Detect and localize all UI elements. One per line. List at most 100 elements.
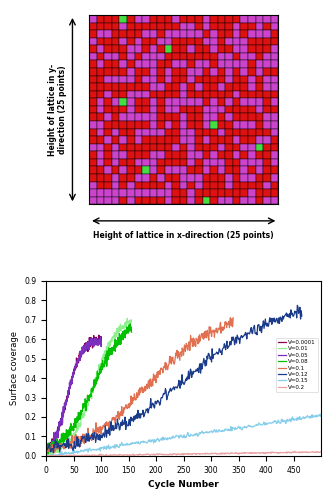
Bar	[172, 151, 180, 159]
Bar	[195, 98, 203, 106]
Bar	[157, 61, 165, 68]
Bar	[240, 68, 248, 76]
Bar	[150, 23, 157, 30]
Bar	[187, 136, 195, 144]
V=0.0001	[94, 334, 98, 340]
Bar	[119, 174, 127, 181]
Bar	[233, 174, 240, 181]
Bar	[203, 197, 210, 204]
Bar	[112, 136, 119, 144]
Bar	[97, 129, 104, 136]
Bar	[172, 83, 180, 91]
Bar	[134, 76, 142, 83]
V=0.12	[300, 313, 304, 319]
Bar	[119, 136, 127, 144]
Bar	[248, 174, 256, 181]
Bar	[89, 30, 97, 38]
Bar	[172, 61, 180, 68]
Bar	[187, 68, 195, 76]
Bar	[225, 76, 233, 83]
Bar	[263, 129, 271, 136]
Bar	[104, 76, 112, 83]
Bar	[134, 68, 142, 76]
Bar	[233, 83, 240, 91]
Bar	[112, 166, 119, 174]
Bar	[210, 15, 218, 23]
Bar	[256, 159, 263, 166]
Bar	[240, 189, 248, 197]
V=0.08	[128, 321, 132, 327]
Bar	[89, 76, 97, 83]
Bar	[97, 30, 104, 38]
Bar	[119, 91, 127, 98]
Bar	[142, 136, 150, 144]
Bar	[157, 68, 165, 76]
Bar	[248, 197, 256, 204]
Bar	[119, 106, 127, 113]
Bar	[218, 98, 225, 106]
V=0.0001	[99, 335, 103, 341]
Bar	[271, 121, 278, 129]
Text: Height of lattice in y-
direction (25 points): Height of lattice in y- direction (25 po…	[48, 64, 67, 156]
Bar	[104, 83, 112, 91]
Bar	[165, 83, 172, 91]
Bar	[97, 98, 104, 106]
Bar	[248, 68, 256, 76]
Y-axis label: Surface coverage: Surface coverage	[10, 331, 19, 405]
Bar	[218, 76, 225, 83]
Bar	[97, 83, 104, 91]
Bar	[218, 91, 225, 98]
Bar	[142, 121, 150, 129]
Bar	[271, 83, 278, 91]
Bar	[195, 91, 203, 98]
V=0.05	[45, 445, 49, 451]
Bar	[271, 45, 278, 53]
Bar	[218, 151, 225, 159]
Bar	[225, 30, 233, 38]
Bar	[104, 15, 112, 23]
Bar	[165, 151, 172, 159]
Bar	[112, 38, 119, 45]
Bar	[127, 76, 134, 83]
V=0.08	[78, 410, 82, 416]
Bar	[225, 38, 233, 45]
Bar	[195, 129, 203, 136]
V=0.01	[45, 449, 49, 455]
V=0.01	[97, 362, 101, 368]
Bar	[203, 106, 210, 113]
Bar	[240, 38, 248, 45]
Bar	[97, 68, 104, 76]
Bar	[142, 129, 150, 136]
Bar	[195, 23, 203, 30]
Bar	[172, 98, 180, 106]
Bar	[248, 91, 256, 98]
Bar	[165, 61, 172, 68]
V=0.05	[94, 338, 98, 344]
V=0.1	[67, 442, 71, 448]
Bar	[256, 91, 263, 98]
Bar	[142, 174, 150, 181]
Bar	[187, 189, 195, 197]
Bar	[271, 151, 278, 159]
Bar	[210, 151, 218, 159]
Bar	[180, 68, 187, 76]
Bar	[104, 38, 112, 45]
Bar	[187, 61, 195, 68]
Bar	[142, 189, 150, 197]
Bar	[195, 38, 203, 45]
Bar	[263, 76, 271, 83]
Bar	[210, 38, 218, 45]
Bar	[119, 61, 127, 68]
Bar	[225, 23, 233, 30]
Bar	[248, 61, 256, 68]
Bar	[240, 30, 248, 38]
Bar	[203, 61, 210, 68]
V=0.05	[91, 341, 95, 347]
Bar	[210, 159, 218, 166]
Bar	[142, 98, 150, 106]
Bar	[263, 83, 271, 91]
Bar	[233, 53, 240, 61]
Bar	[233, 23, 240, 30]
Bar	[89, 83, 97, 91]
Bar	[195, 189, 203, 197]
